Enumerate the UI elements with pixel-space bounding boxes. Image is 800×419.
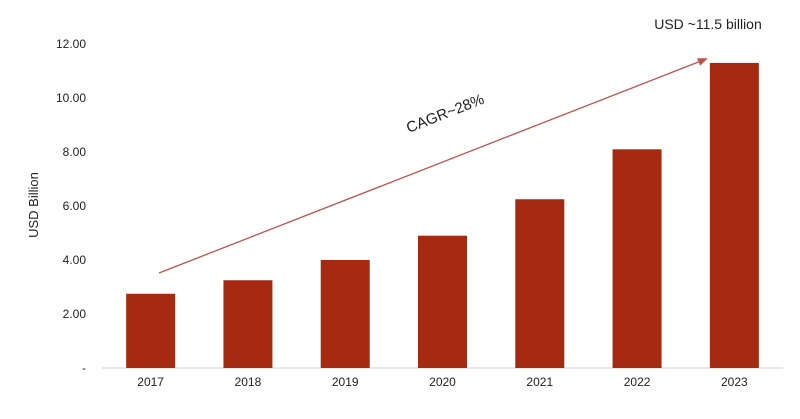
y-tick-label: 10.00 xyxy=(56,91,86,105)
y-axis-label: USD Billion xyxy=(26,172,41,238)
bar-2018 xyxy=(223,280,273,368)
y-tick-label: - xyxy=(82,361,86,375)
end-value-label: USD ~11.5 billion xyxy=(654,16,762,32)
bar-2020 xyxy=(418,235,467,368)
x-tick-label: 2019 xyxy=(332,375,359,389)
y-tick-label: 2.00 xyxy=(63,307,87,321)
y-axis-ticks: - 2.00 4.00 6.00 8.00 10.00 12.00 xyxy=(56,37,86,375)
x-tick-label: 2017 xyxy=(137,375,164,389)
x-axis-ticks: 2017 2018 2019 2020 2021 2022 2023 xyxy=(137,375,748,389)
y-tick-label: 4.00 xyxy=(63,253,87,267)
y-tick-label: 6.00 xyxy=(63,199,87,213)
bar-2021 xyxy=(515,199,565,368)
y-tick-label: 8.00 xyxy=(63,145,87,159)
x-tick-label: 2022 xyxy=(624,375,651,389)
x-tick-label: 2018 xyxy=(235,375,262,389)
bar-2023 xyxy=(709,62,759,369)
bar-2022 xyxy=(612,149,662,368)
x-tick-label: 2020 xyxy=(429,375,456,389)
x-tick-label: 2023 xyxy=(721,375,748,389)
bar-2019 xyxy=(320,260,370,368)
bar-series xyxy=(126,62,759,369)
bar-2017 xyxy=(126,293,176,368)
cagr-label: CAGR~28% xyxy=(404,91,487,137)
x-tick-label: 2021 xyxy=(526,375,553,389)
growth-arrow xyxy=(158,58,708,274)
y-tick-label: 12.00 xyxy=(56,37,86,51)
